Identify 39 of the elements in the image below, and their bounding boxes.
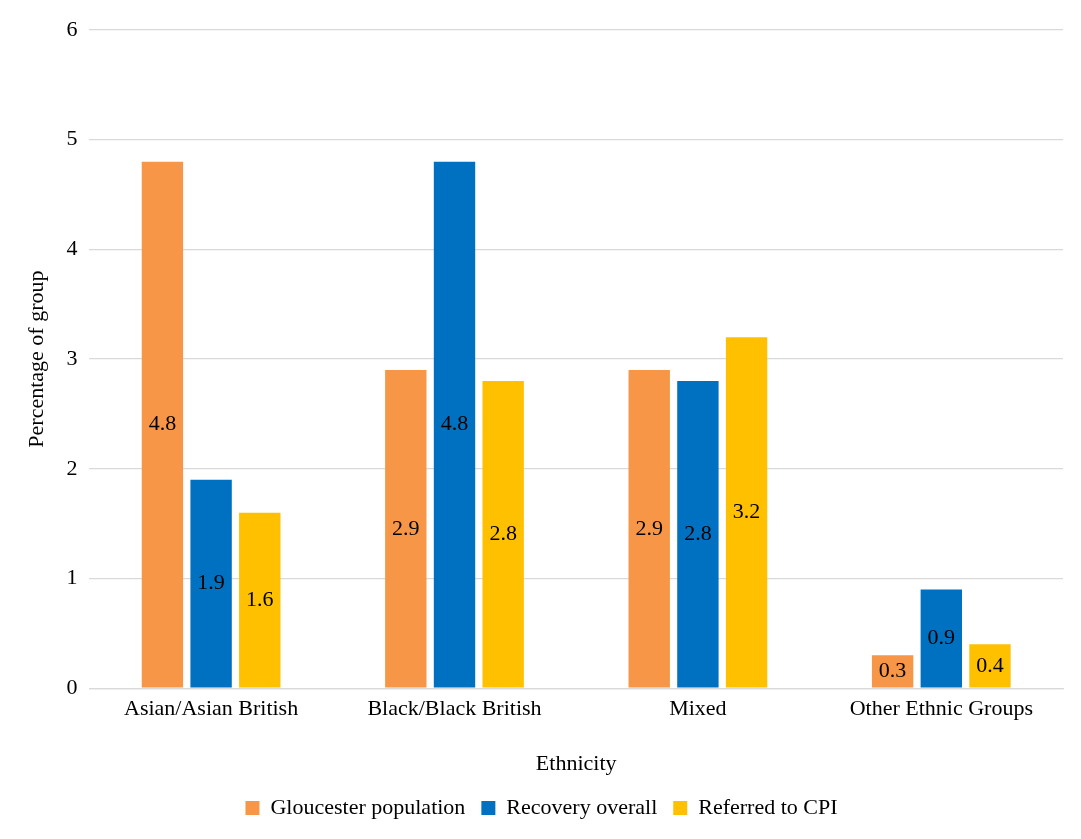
x-tick-label: Black/Black British <box>367 695 542 721</box>
data-label: 2.8 <box>489 520 517 546</box>
x-tick-label: Mixed <box>669 695 727 721</box>
y-tick-label: 3 <box>66 344 78 370</box>
bar <box>725 337 768 688</box>
y-tick-label: 0 <box>66 673 78 699</box>
bar <box>190 479 232 688</box>
data-label: 4.8 <box>148 410 177 436</box>
data-label: 0.4 <box>976 651 1004 677</box>
data-label: 2.9 <box>635 514 663 540</box>
legend-label: Gloucester population <box>270 793 466 819</box>
y-tick-label: 6 <box>66 15 78 41</box>
data-label: 1.6 <box>246 585 274 611</box>
y-axis-title: Percentage of group <box>22 270 48 448</box>
bar <box>920 589 962 688</box>
data-label: 0.3 <box>878 657 907 683</box>
bar <box>628 370 670 688</box>
data-label: 3.2 <box>732 498 761 524</box>
legend-label: Recovery overall <box>506 793 658 819</box>
x-tick-label: Asian/Asian British <box>124 695 299 721</box>
data-label: 4.8 <box>440 410 469 436</box>
bar <box>969 644 1011 688</box>
bar <box>433 161 476 688</box>
x-tick-label: Other Ethnic Groups <box>849 695 1033 721</box>
bar <box>677 381 719 688</box>
data-label: 2.8 <box>684 520 712 546</box>
y-tick-label: 4 <box>66 235 78 261</box>
data-label: 1.9 <box>197 569 225 595</box>
bar <box>482 381 524 688</box>
bar <box>385 370 427 688</box>
x-axis-title: Ethnicity <box>535 749 617 775</box>
bar <box>239 512 281 688</box>
y-tick-label: 1 <box>66 564 78 590</box>
bar <box>141 161 184 688</box>
y-tick-label: 2 <box>66 454 78 480</box>
data-label: 2.9 <box>392 514 420 540</box>
legend-label: Referred to CPI <box>698 793 838 819</box>
y-tick-label: 5 <box>66 125 78 151</box>
data-label: 0.9 <box>927 624 956 650</box>
